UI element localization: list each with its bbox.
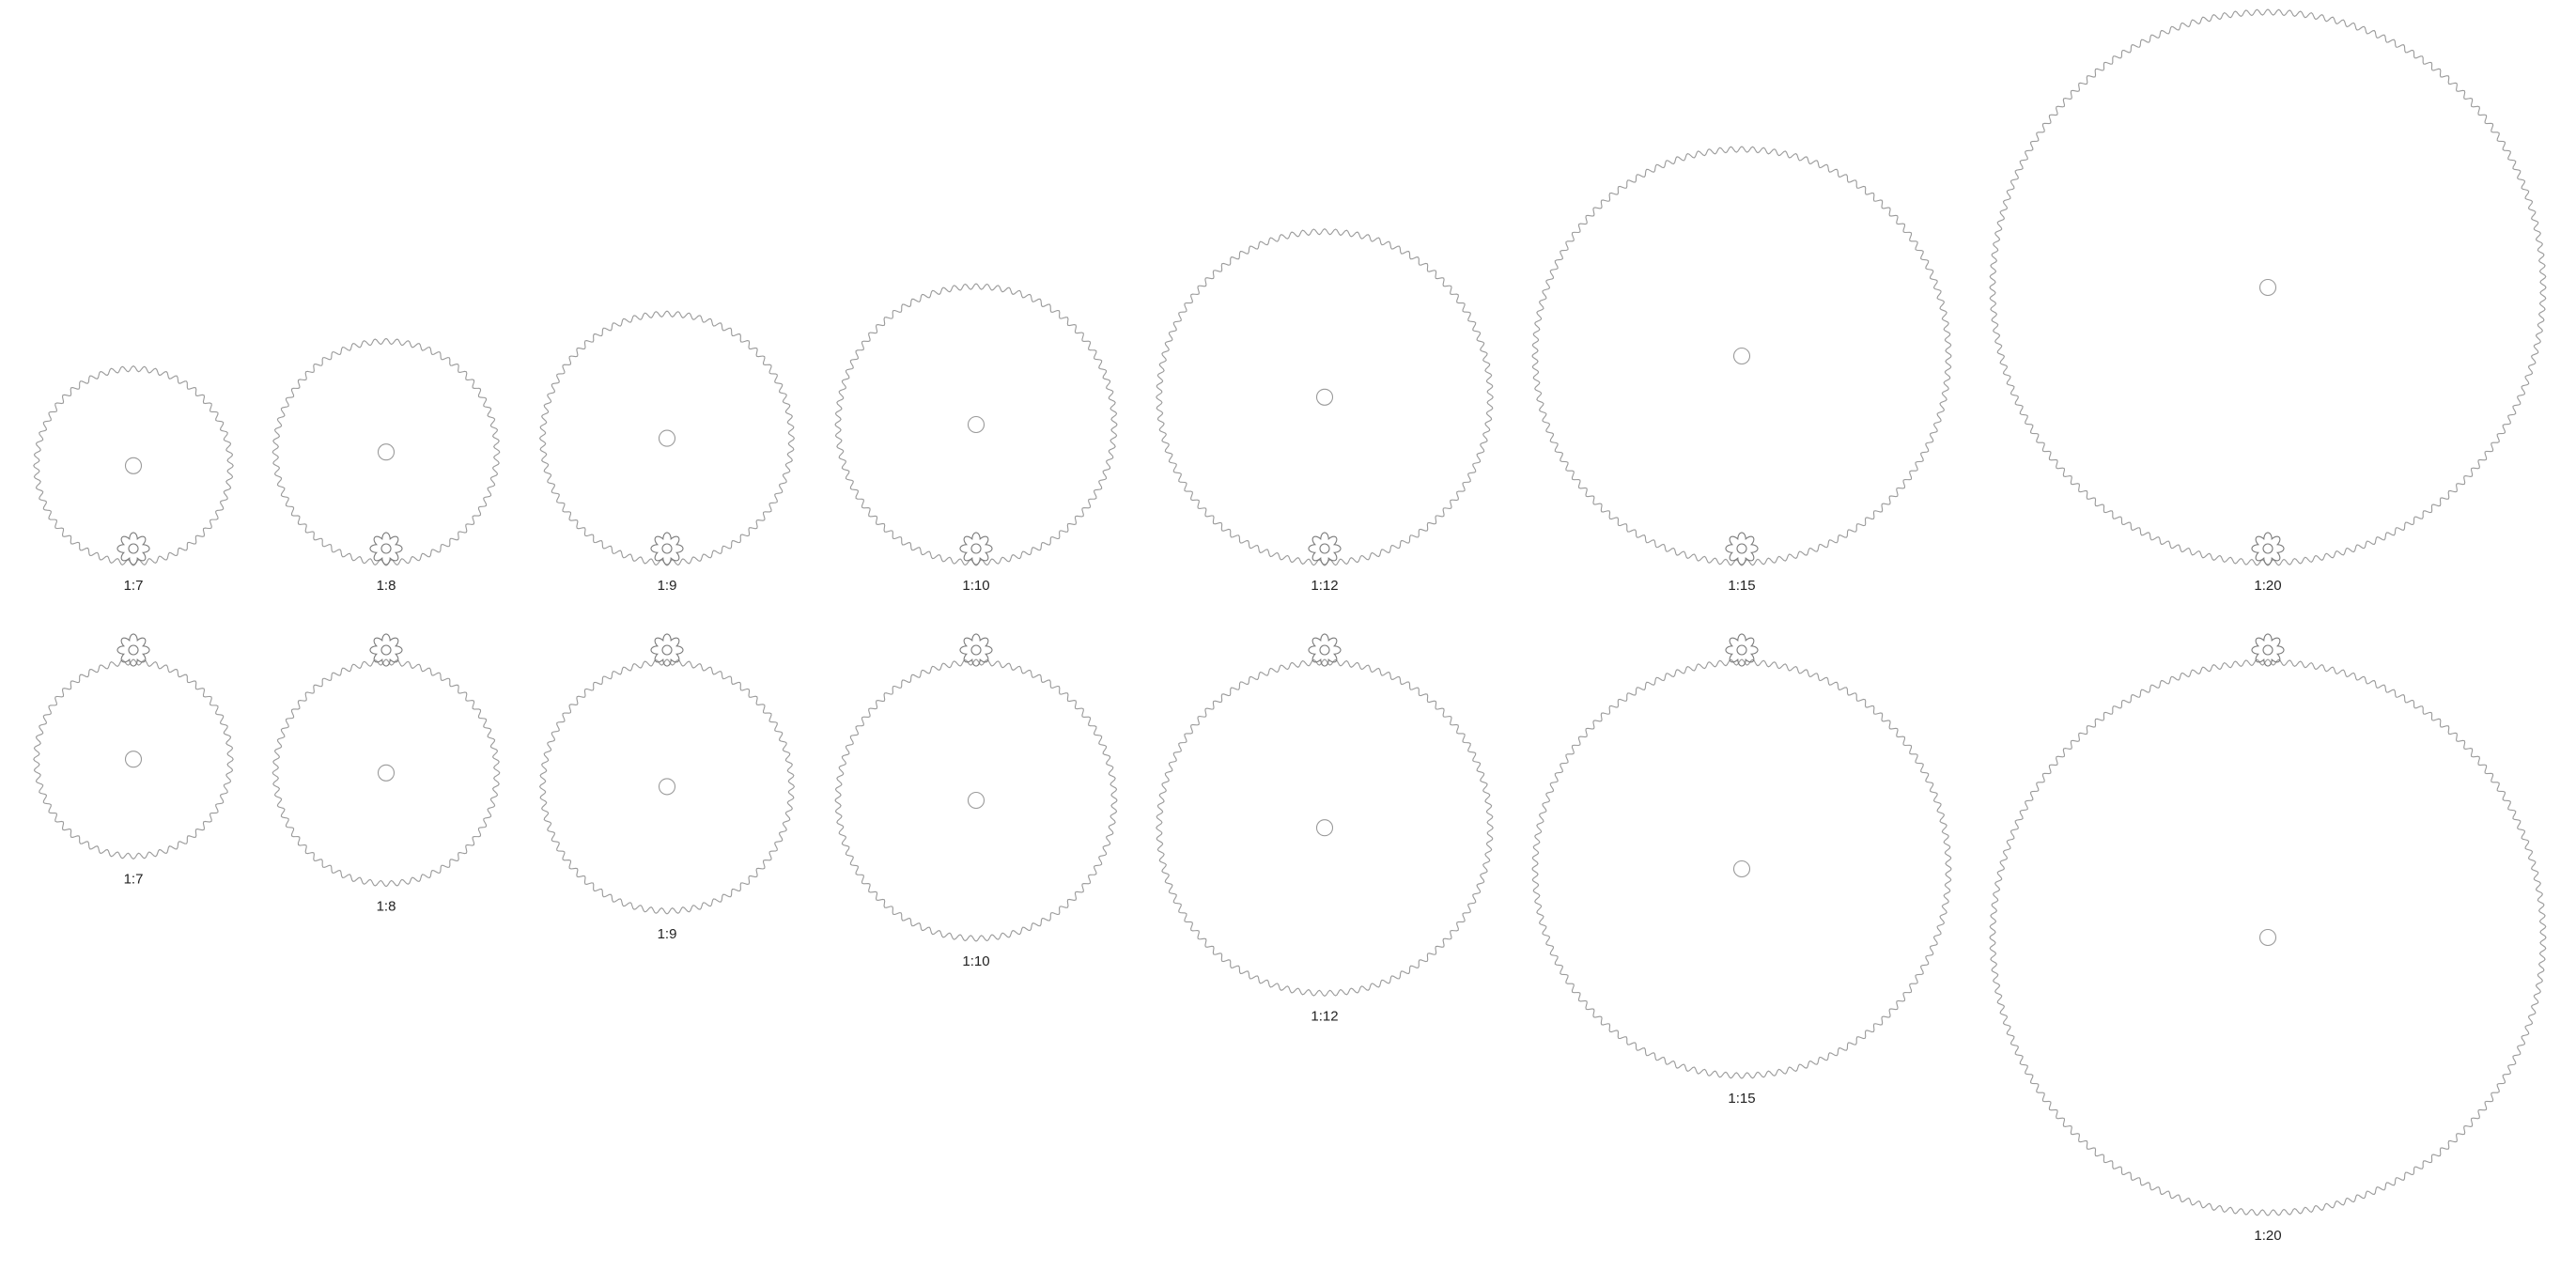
ratio-label: 1:8 [377,578,396,594]
gear-assembly-1-20: 1:20 [1989,8,2547,594]
large-gear [1989,8,2547,566]
gear-hub [1732,347,1751,365]
pinion-gear [650,532,684,565]
gear-hub [658,778,676,796]
pinion-gear [369,532,403,565]
large-gear [1531,658,1952,1079]
gear-assembly-1-8: 1:8 [272,633,501,915]
gear-hub [658,429,676,447]
large-gear [834,283,1118,566]
ratio-label: 1:10 [962,953,989,969]
ratio-label: 1:10 [962,578,989,594]
large-gear [33,658,234,860]
gear-assembly-1-10: 1:10 [834,633,1118,969]
pinion-gear [369,633,403,667]
large-gear [1989,658,2547,1216]
ratio-label: 1:9 [658,926,677,942]
ratio-label: 1:7 [124,871,144,887]
large-gear [1531,146,1952,566]
pinion-gear [1725,532,1759,565]
gear-row-pinion-below: 1:7 1:8 1:9 1:10 1:12 1:15 1:20 [33,8,2547,594]
pinion-hub [128,644,139,656]
gear-hub [967,791,985,810]
ratio-label: 1:12 [1311,1008,1338,1024]
large-gear [538,310,796,566]
pinion-hub [661,543,673,554]
ratio-label: 1:8 [377,899,396,915]
large-gear [538,658,796,915]
large-gear [272,658,501,888]
gear-assembly-1-15: 1:15 [1531,146,1952,594]
pinion-hub [380,644,392,656]
large-gear [834,658,1118,942]
gear-hub [2258,278,2277,297]
gear-assembly-1-12: 1:12 [1156,227,1494,594]
pinion-gear [2251,633,2285,667]
pinion-gear [1308,633,1342,667]
large-gear [272,337,501,566]
pinion-gear [1308,532,1342,565]
pinion-hub [970,644,982,656]
gear-hub [2258,928,2277,947]
large-gear [1156,227,1494,566]
pinion-gear [116,633,150,667]
pinion-hub [2262,543,2273,554]
ratio-label: 1:20 [2254,1228,2281,1244]
ratio-label: 1:7 [124,578,144,594]
large-gear [1156,658,1494,998]
pinion-gear [1725,633,1759,667]
gear-assembly-1-10: 1:10 [834,283,1118,594]
gear-hub [1315,388,1334,406]
large-gear [33,364,234,566]
gear-assembly-1-8: 1:8 [272,337,501,594]
gear-assembly-1-7: 1:7 [33,633,234,887]
pinion-hub [1736,644,1747,656]
gear-assembly-1-9: 1:9 [538,310,796,594]
pinion-hub [128,543,139,554]
pinion-gear [650,633,684,667]
ratio-label: 1:20 [2254,578,2281,594]
gear-hub [967,415,985,434]
pinion-hub [970,543,982,554]
ratio-label: 1:9 [658,578,677,594]
pinion-hub [1319,543,1330,554]
pinion-gear [116,532,150,565]
pinion-hub [1319,644,1330,656]
pinion-hub [661,644,673,656]
pinion-hub [2262,644,2273,656]
ratio-label: 1:15 [1728,1091,1755,1107]
gear-hub [377,764,396,782]
gear-assembly-1-20: 1:20 [1989,633,2547,1244]
gear-hub [1732,860,1751,878]
gear-assembly-1-15: 1:15 [1531,633,1952,1107]
gear-assembly-1-9: 1:9 [538,633,796,942]
gear-assembly-1-7: 1:7 [33,364,234,594]
pinion-hub [380,543,392,554]
pinion-hub [1736,543,1747,554]
gear-hub [1315,819,1334,837]
gear-hub [124,751,143,768]
gear-assembly-1-12: 1:12 [1156,633,1494,1024]
ratio-label: 1:12 [1311,578,1338,594]
gear-hub [377,443,396,461]
pinion-gear [2251,532,2285,565]
ratio-label: 1:15 [1728,578,1755,594]
pinion-gear [959,633,993,667]
pinion-gear [959,532,993,565]
gear-hub [124,457,143,474]
gear-row-pinion-above: 1:7 1:8 1:9 1:10 1:12 1:15 1:20 [33,633,2547,1244]
